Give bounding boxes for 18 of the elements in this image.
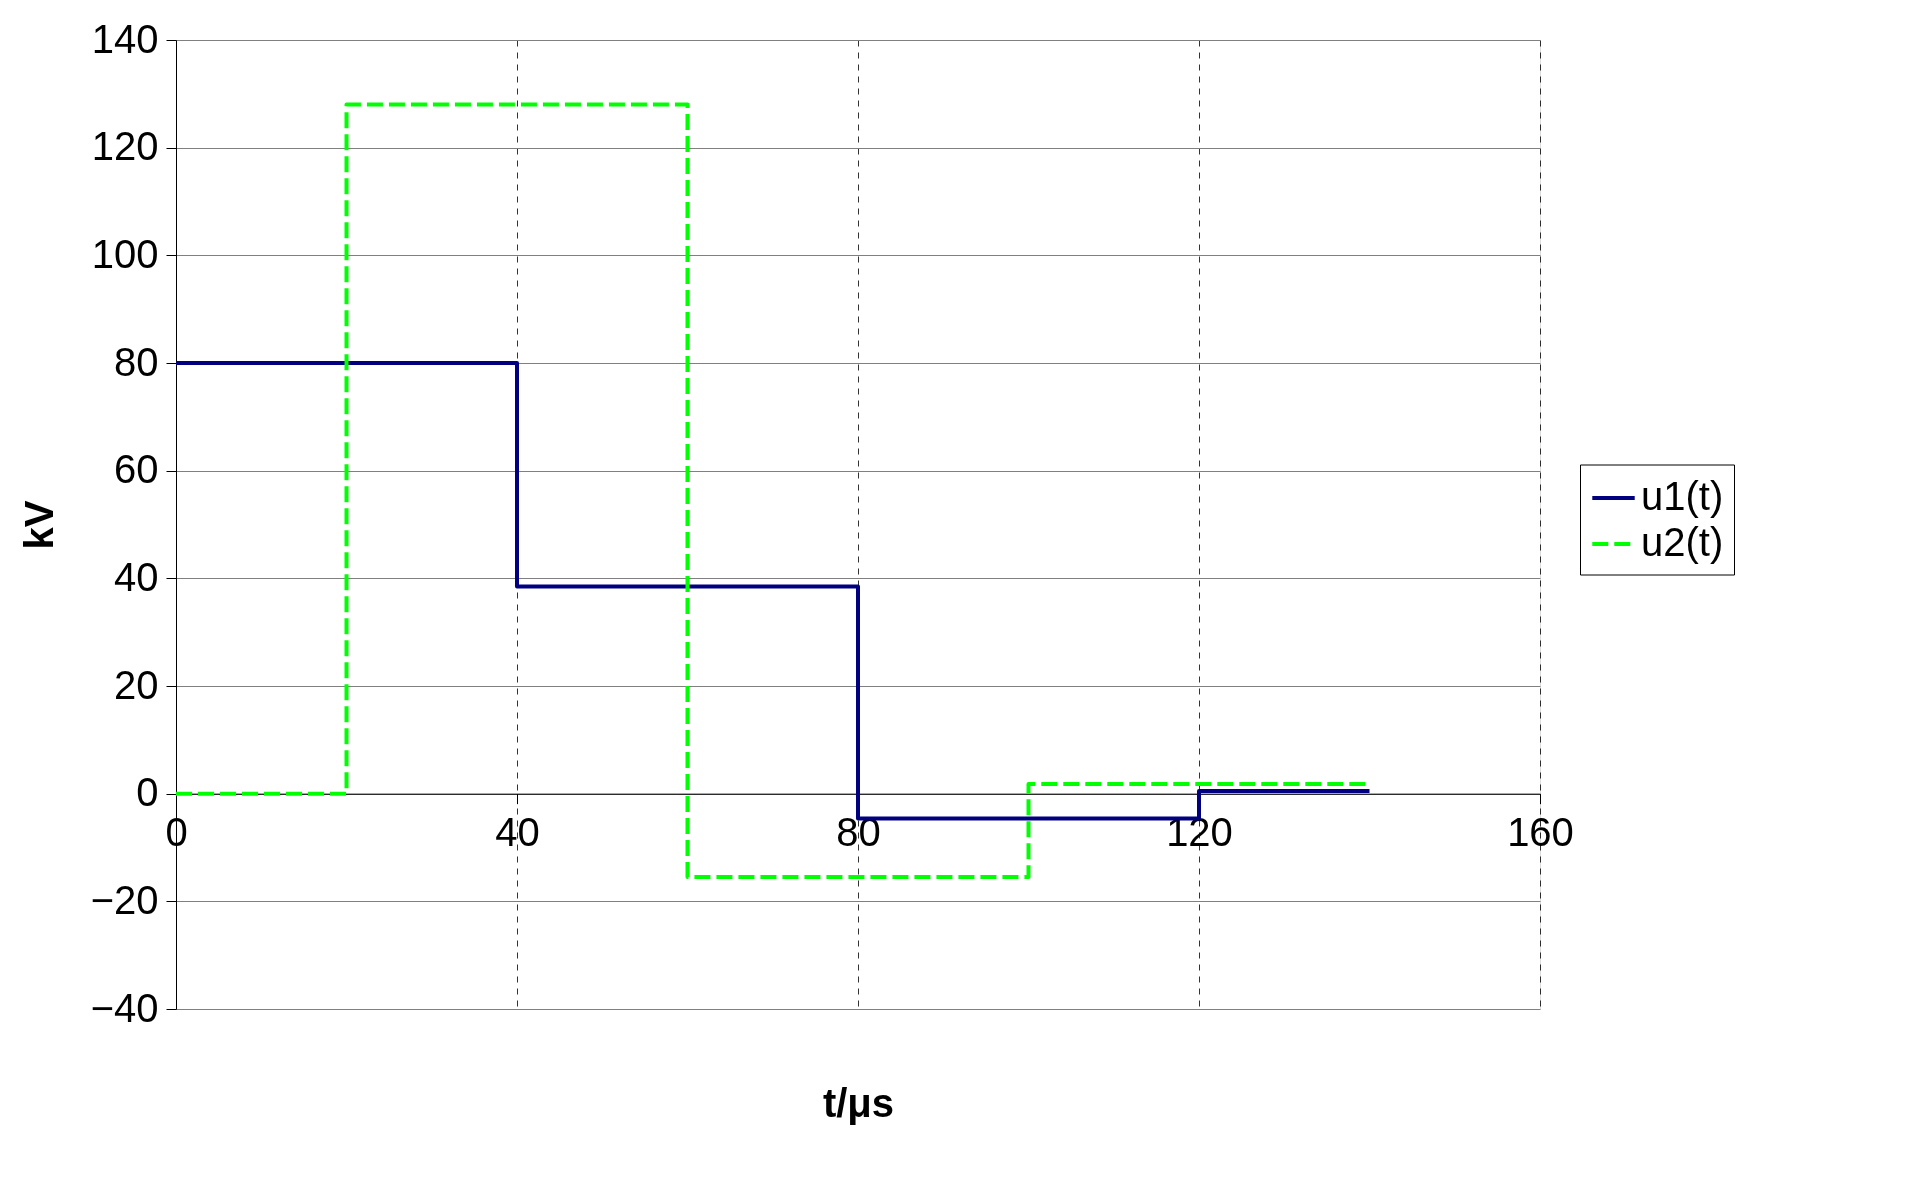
y-tick-label: 80: [114, 339, 159, 384]
y-tick-label: 120: [91, 124, 159, 169]
y-tick-label: 0: [136, 770, 159, 815]
legend-label: u1(t): [1641, 474, 1724, 518]
y-tick-label: 140: [91, 16, 159, 61]
y-tick-label: −40: [90, 985, 159, 1030]
y-tick-label: 40: [114, 554, 159, 599]
y-tick-label: 100: [91, 231, 159, 276]
x-tick-label: 160: [1507, 810, 1574, 855]
x-axis-title: t/μs: [822, 1080, 895, 1125]
x-tick-label: 120: [1166, 810, 1233, 855]
y-tick-label: 60: [114, 447, 159, 492]
x-tick-label: 40: [495, 810, 540, 855]
x-tick-label: 80: [836, 810, 881, 855]
y-tick-label: −20: [90, 877, 159, 922]
y-tick-label: 20: [114, 662, 159, 707]
legend-label: u2(t): [1641, 520, 1724, 564]
y-axis-title: kV: [16, 500, 61, 550]
